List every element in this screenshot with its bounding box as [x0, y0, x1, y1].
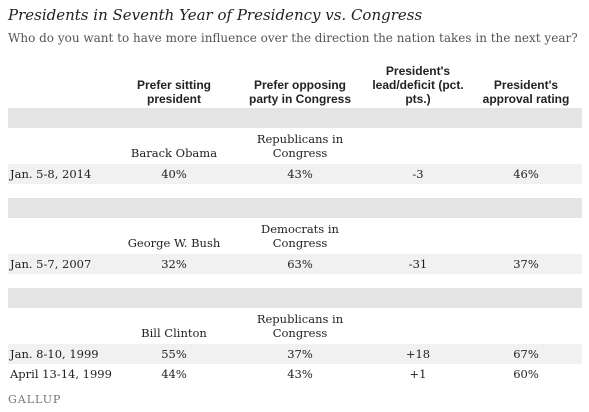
table-header-row: Prefer sitting president Prefer opposing… — [8, 56, 582, 108]
group-divider-band — [8, 288, 582, 308]
approval-value: 37% — [513, 257, 539, 271]
approval-value: 60% — [513, 367, 539, 381]
sitting-president-value: 32% — [161, 257, 187, 271]
sitting-president-value: 40% — [161, 167, 187, 181]
group-spacer — [8, 274, 582, 288]
group-label-row: Barack Obama Republicans in Congress — [8, 128, 582, 164]
group-divider-band — [8, 198, 582, 218]
table-row: Jan. 8-10, 1999 55% 37% +18 67% — [8, 344, 582, 364]
table-row: Jan. 5-8, 2014 40% 43% -3 46% — [8, 164, 582, 184]
gallup-logo: GALLUP — [8, 393, 62, 406]
opposing-party-name: Republicans in Congress — [256, 312, 344, 340]
opposing-party-name: Democrats in Congress — [261, 222, 339, 250]
column-header-opposing-party: Prefer opposing party in Congress — [248, 78, 352, 106]
results-table: Prefer sitting president Prefer opposing… — [8, 56, 582, 384]
president-name: Barack Obama — [130, 146, 218, 160]
lead-deficit-value: +1 — [409, 367, 427, 381]
poll-date: Jan. 5-8, 2014 — [10, 167, 92, 181]
column-header-lead-deficit: President's lead/deficit (pct. pts.) — [372, 64, 464, 106]
opposing-party-value: 63% — [287, 257, 313, 271]
president-name: Bill Clinton — [141, 326, 207, 340]
group-label-row: George W. Bush Democrats in Congress — [8, 218, 582, 254]
group-divider-band — [8, 108, 582, 128]
opposing-party-name: Republicans in Congress — [256, 132, 344, 160]
president-name: George W. Bush — [127, 236, 221, 250]
table-row: Jan. 5-7, 2007 32% 63% -31 37% — [8, 254, 582, 274]
opposing-party-value: 43% — [287, 367, 313, 381]
lead-deficit-value: -3 — [412, 167, 424, 181]
poll-date: Jan. 8-10, 1999 — [10, 347, 99, 361]
poll-date: April 13-14, 1999 — [10, 367, 112, 381]
chart-title: Presidents in Seventh Year of Presidency… — [8, 6, 423, 24]
opposing-party-value: 43% — [287, 167, 313, 181]
column-header-sitting-president: Prefer sitting president — [136, 78, 211, 106]
lead-deficit-value: +18 — [405, 347, 431, 361]
poll-date: Jan. 5-7, 2007 — [10, 257, 92, 271]
lead-deficit-value: -31 — [408, 257, 428, 271]
column-header-approval: President's approval rating — [482, 78, 570, 106]
sitting-president-value: 44% — [161, 367, 187, 381]
group-label-row: Bill Clinton Republicans in Congress — [8, 308, 582, 344]
sitting-president-value: 55% — [161, 347, 187, 361]
table-row: April 13-14, 1999 44% 43% +1 60% — [8, 364, 582, 384]
group-spacer — [8, 184, 582, 198]
opposing-party-value: 37% — [287, 347, 313, 361]
column-header-date — [8, 56, 126, 108]
chart-subtitle: Who do you want to have more influence o… — [8, 31, 578, 45]
approval-value: 46% — [513, 167, 539, 181]
approval-value: 67% — [513, 347, 539, 361]
